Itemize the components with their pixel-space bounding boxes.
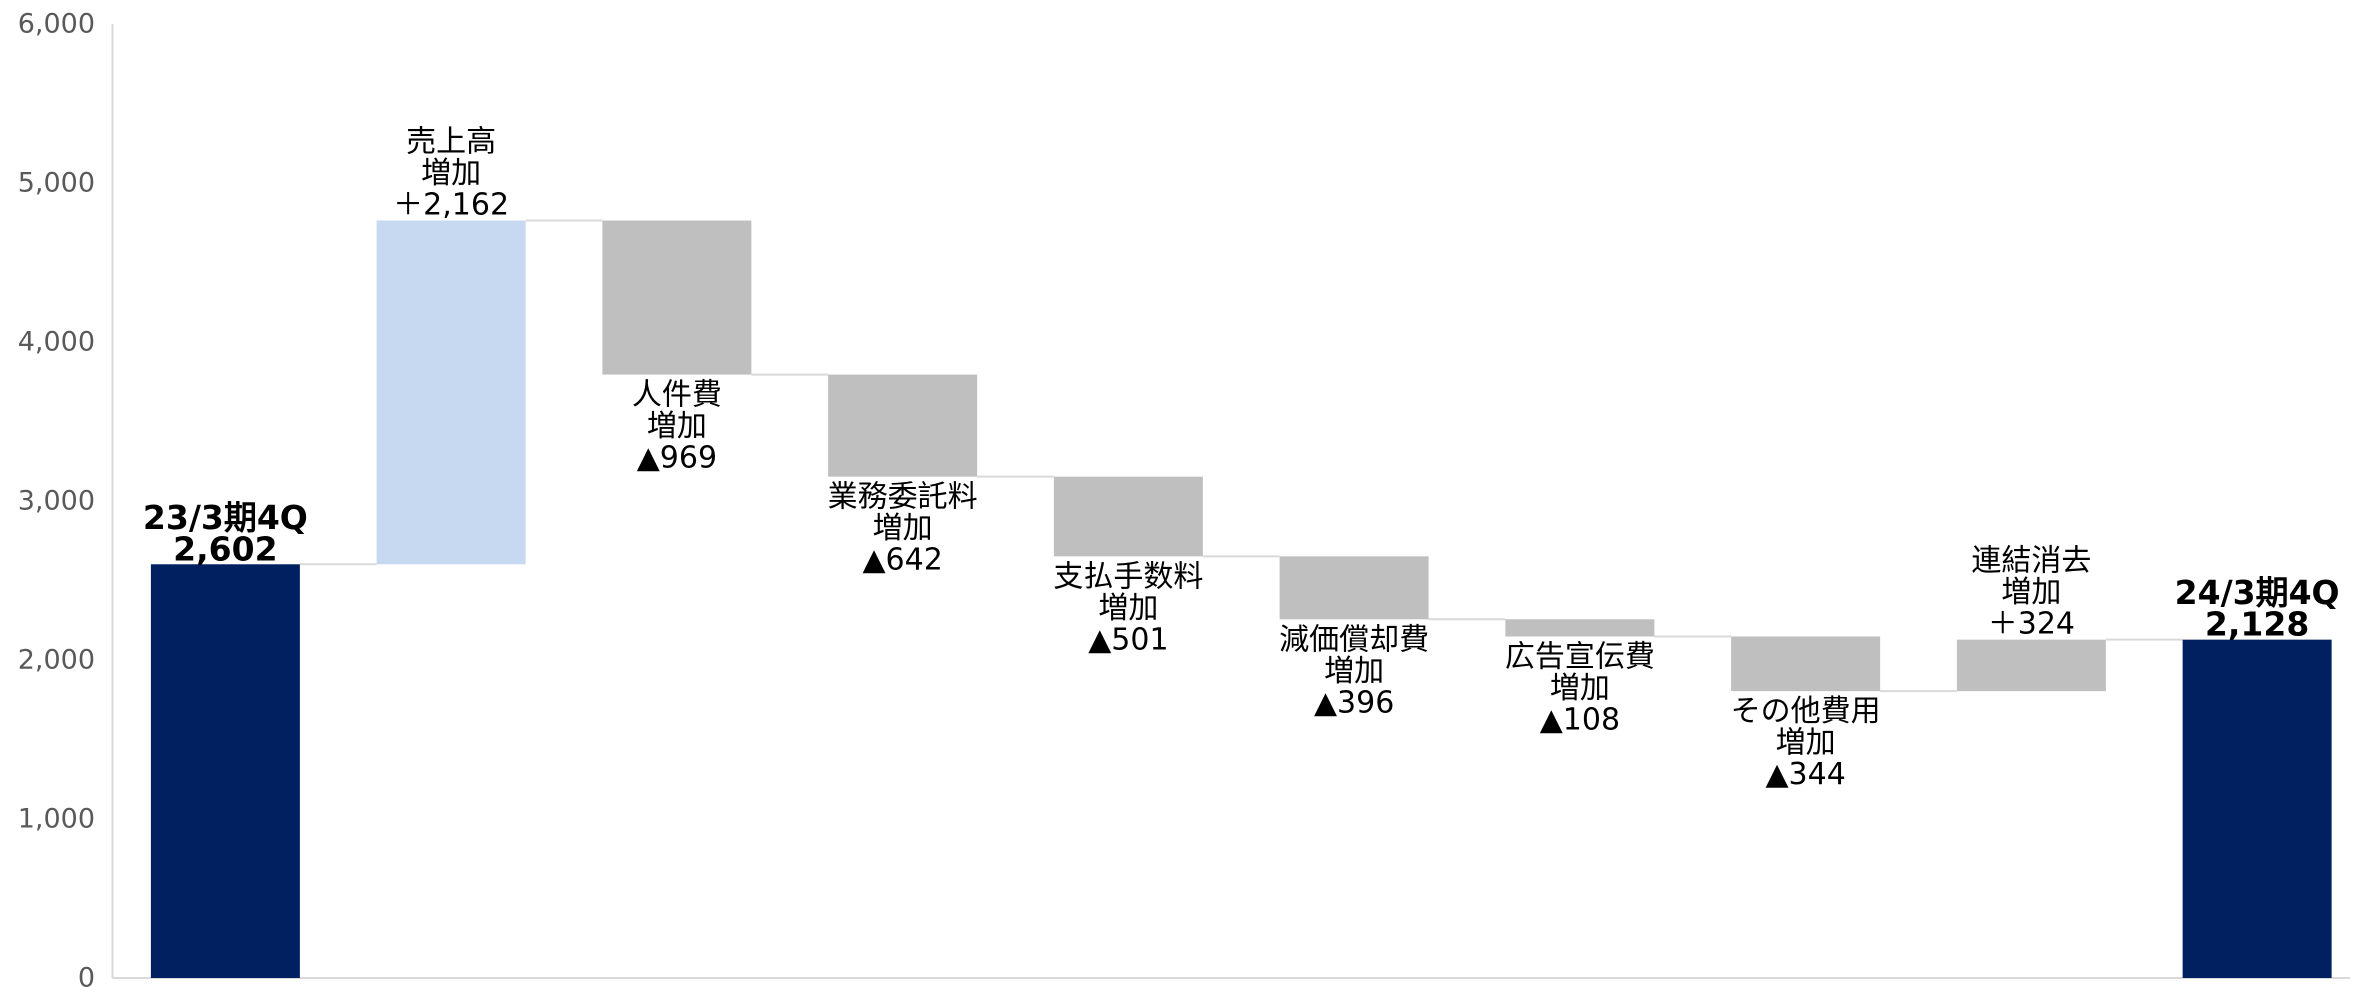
bar-change-label: 増加 bbox=[2001, 575, 2061, 610]
bar-6-decrease bbox=[1279, 556, 1429, 620]
bar-category-label: 広告宣伝費 bbox=[1505, 639, 1655, 674]
y-tick-label: 3,000 bbox=[18, 486, 95, 517]
bar-category-label: 減価償却費 bbox=[1279, 622, 1429, 657]
total-value-label: 2,128 bbox=[2205, 605, 2309, 644]
bar-change-label: 増加 bbox=[421, 156, 481, 191]
y-tick-label: 2,000 bbox=[18, 645, 95, 676]
bar-4-decrease bbox=[828, 374, 978, 477]
axes: 0 1,000 2,000 3,000 4,000 5,000 6,000 bbox=[18, 9, 2350, 994]
bar-value-label: ▲344 bbox=[1765, 757, 1845, 792]
bar-change-label: 増加 bbox=[1098, 591, 1158, 626]
bar-category-label: その他費用 bbox=[1731, 694, 1881, 729]
total-period-label: 23/3期4Q bbox=[143, 498, 308, 537]
total-period-label: 24/3期4Q bbox=[2175, 573, 2340, 612]
bar-change-label: 増加 bbox=[647, 409, 707, 444]
bar-value-label: ▲396 bbox=[1314, 685, 1394, 720]
bar-category-label: 業務委託料 bbox=[828, 480, 978, 515]
connector-lines bbox=[299, 219, 2183, 693]
bar-3-decrease bbox=[602, 220, 752, 375]
bar-value-label: ▲501 bbox=[1088, 622, 1168, 657]
bar-change-label: 増加 bbox=[1776, 726, 1836, 761]
y-tick-label: 4,000 bbox=[18, 327, 95, 358]
y-tick-label: 1,000 bbox=[18, 804, 95, 835]
y-tick-label: 0 bbox=[78, 963, 95, 994]
bars bbox=[150, 220, 2332, 978]
bar-2-increase bbox=[376, 220, 526, 565]
bar-value-label: ▲108 bbox=[1540, 702, 1620, 737]
bar-9-increase bbox=[1956, 639, 2106, 692]
bar-5-decrease bbox=[1053, 476, 1203, 557]
bar-change-label: 増加 bbox=[1550, 671, 1610, 706]
bar-category-label: 支払手数料 bbox=[1053, 559, 1203, 594]
y-tick-label: 6,000 bbox=[18, 9, 95, 40]
bar-category-label: 売上高 bbox=[406, 125, 496, 160]
bar-8-decrease bbox=[1731, 636, 1881, 692]
bar-value-label: ＋2,162 bbox=[393, 188, 509, 223]
bar-change-label: 増加 bbox=[1324, 654, 1384, 689]
bar-category-label: 連結消去 bbox=[1971, 544, 2091, 579]
total-value-label: 2,602 bbox=[173, 529, 277, 568]
bar-category-label: 人件費 bbox=[632, 378, 722, 413]
bar-value-label: ＋324 bbox=[1988, 607, 2075, 642]
bar-labels: 23/3期4Q2,602売上高増加＋2,162人件費増加▲969業務委託料増加▲… bbox=[143, 125, 2340, 793]
y-tick-label: 5,000 bbox=[18, 168, 95, 199]
bar-7-decrease bbox=[1505, 619, 1655, 637]
bar-change-label: 増加 bbox=[873, 511, 933, 546]
bar-value-label: ▲642 bbox=[862, 543, 942, 578]
bar-1-total bbox=[150, 564, 300, 978]
bar-10-total bbox=[2182, 639, 2332, 978]
bar-value-label: ▲969 bbox=[637, 441, 717, 476]
